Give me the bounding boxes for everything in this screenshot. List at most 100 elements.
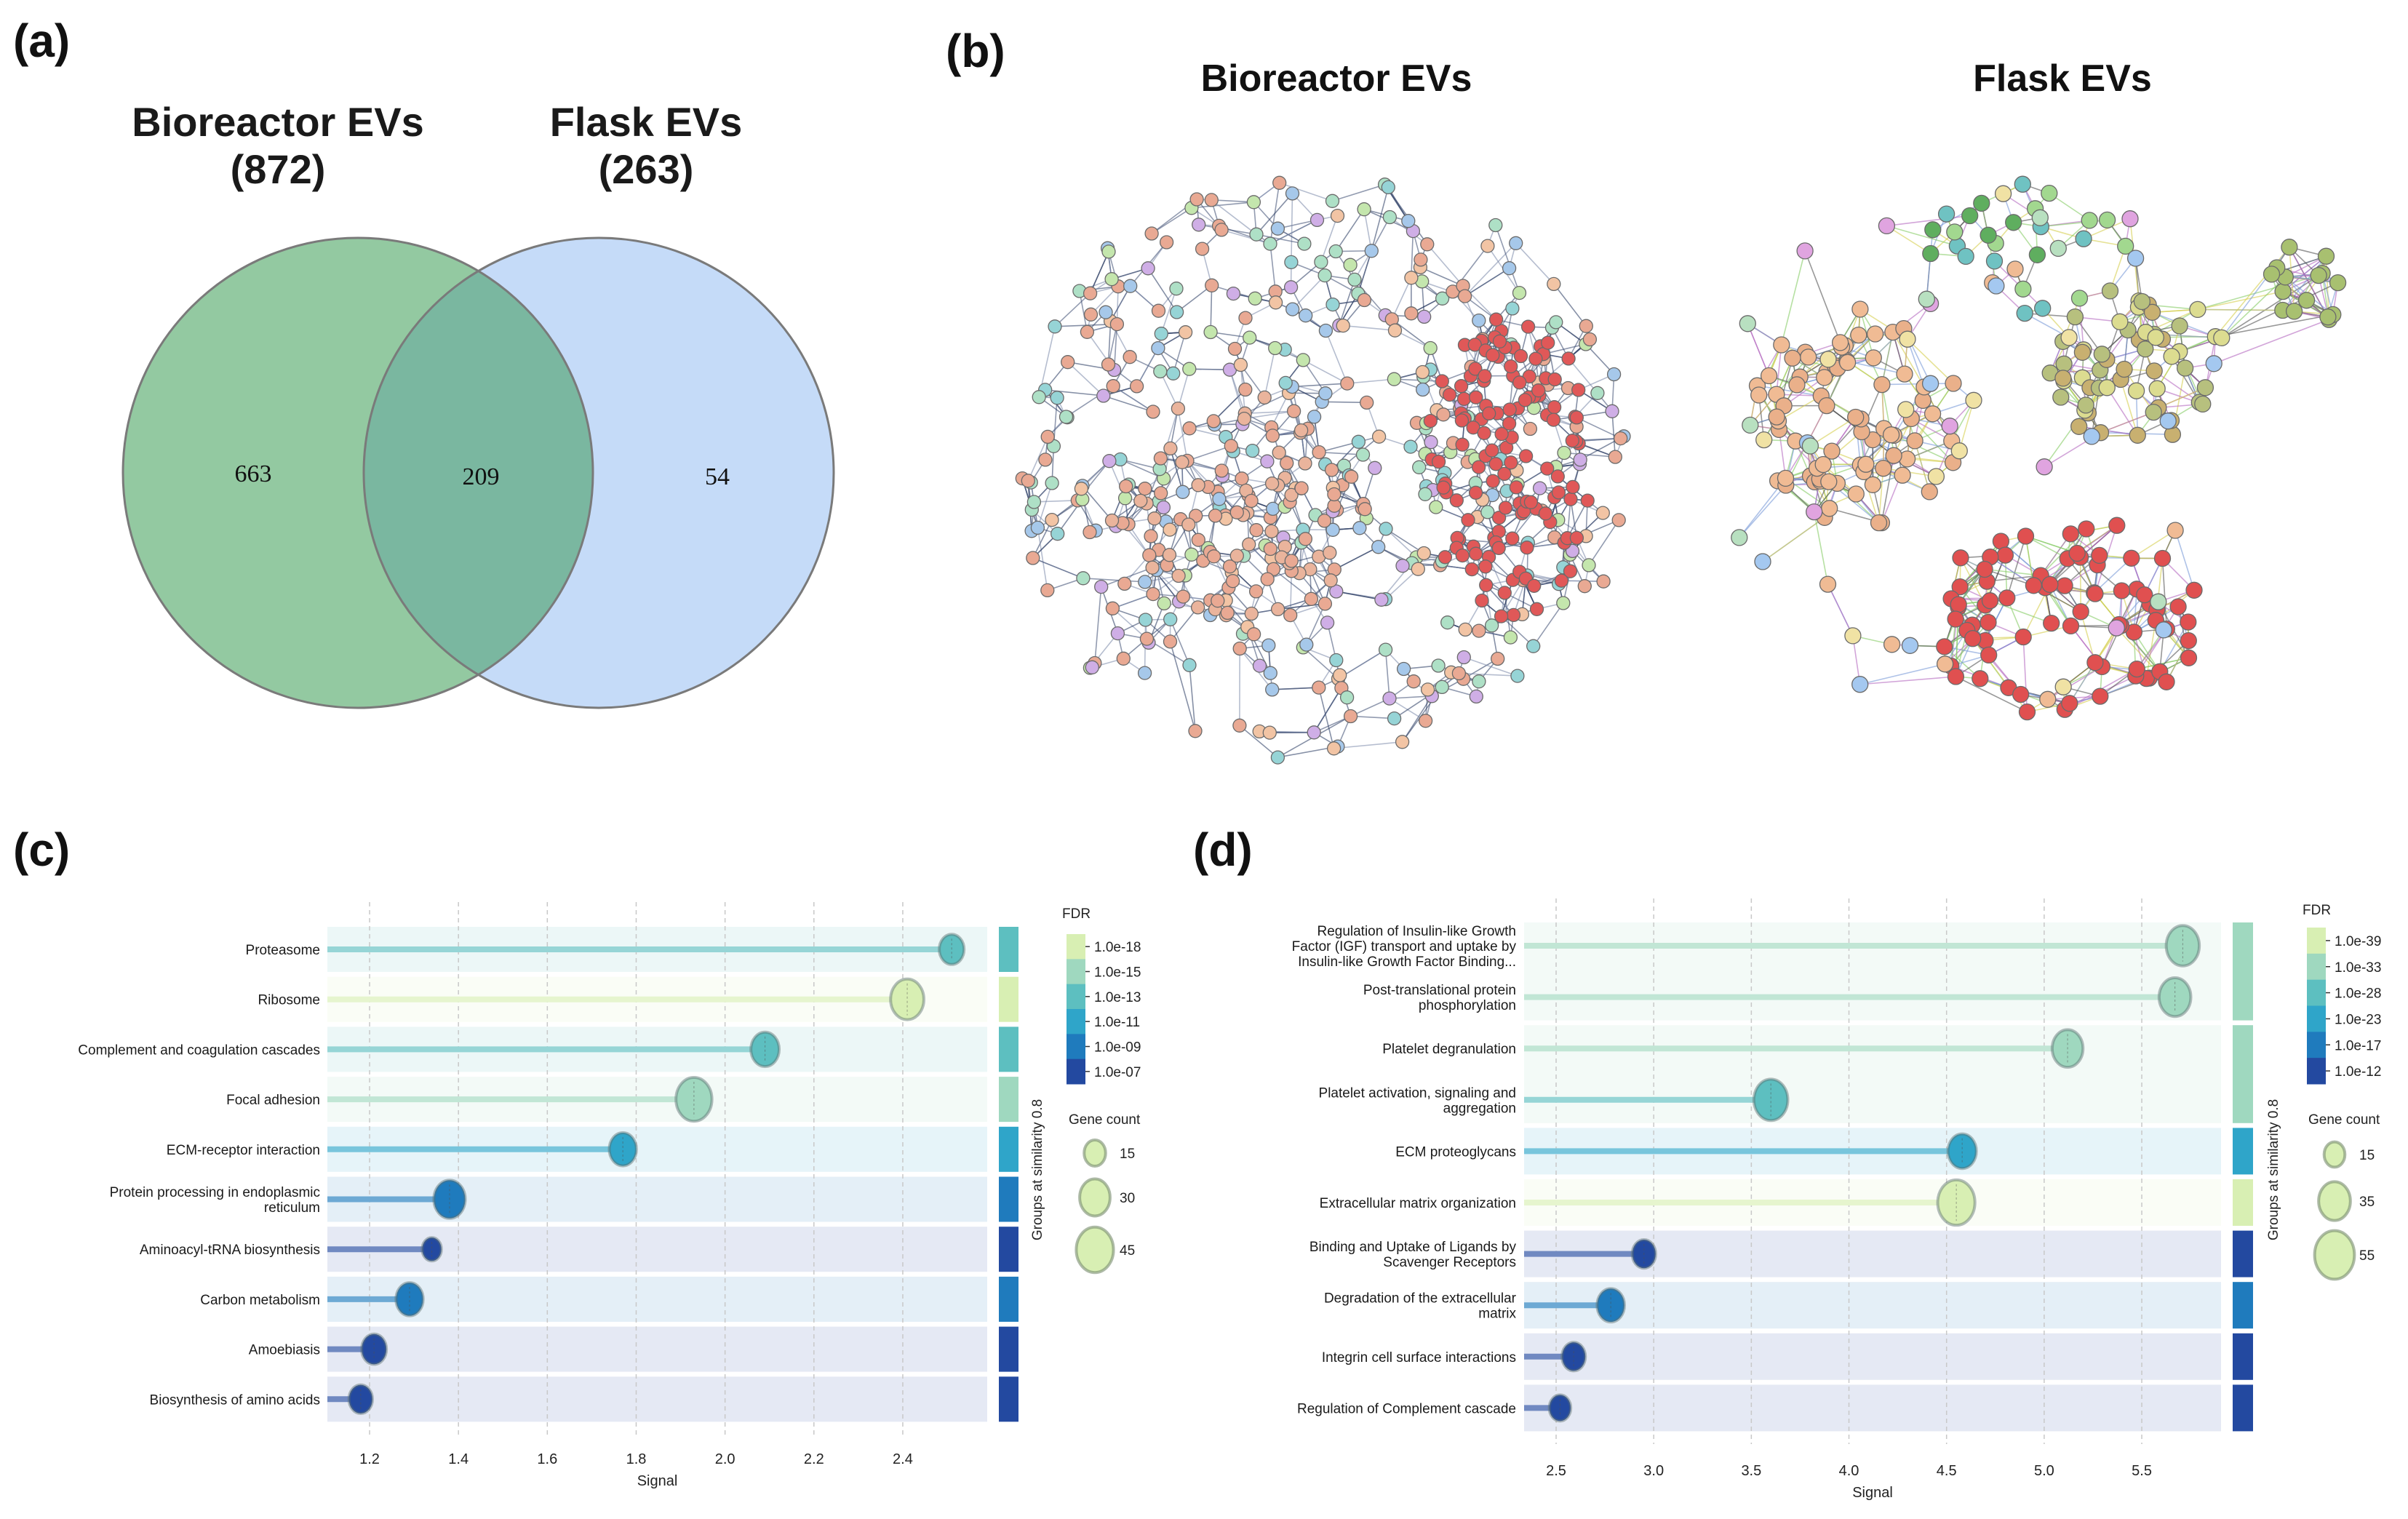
network-edge bbox=[2006, 535, 2027, 599]
fdr-colorbar-segment bbox=[2307, 953, 2326, 981]
network-node bbox=[1418, 487, 1432, 501]
network-node bbox=[2062, 525, 2079, 543]
network-node bbox=[1435, 679, 1449, 695]
network-edge bbox=[1420, 266, 1464, 287]
panel-label-d: (d) bbox=[1193, 824, 1253, 876]
network-node bbox=[1317, 268, 1332, 283]
network-node bbox=[1026, 551, 1040, 565]
network-node bbox=[1488, 312, 1504, 327]
network-node bbox=[1457, 289, 1472, 303]
network-edge bbox=[1501, 615, 1534, 647]
network-node bbox=[1257, 390, 1272, 405]
network-edge bbox=[1757, 385, 1822, 397]
network-node bbox=[1182, 421, 1197, 436]
network-edge bbox=[1269, 244, 1277, 292]
network-node bbox=[1945, 375, 1962, 392]
lollipop-point bbox=[2164, 924, 2201, 968]
network-node bbox=[1513, 348, 1528, 364]
fdr-colorbar-segment bbox=[1067, 934, 1085, 960]
network-node bbox=[1936, 655, 1954, 673]
network-node bbox=[1577, 579, 1592, 594]
network-nodes bbox=[1015, 175, 1631, 765]
network-edge bbox=[1107, 321, 1112, 365]
network-node bbox=[1819, 575, 1837, 593]
network-node bbox=[1265, 428, 1280, 443]
network-node bbox=[2086, 654, 2104, 671]
network-node bbox=[1538, 506, 1553, 521]
network-edge bbox=[1384, 568, 1419, 600]
network-node bbox=[1325, 297, 1340, 312]
network-node bbox=[1343, 709, 1358, 724]
x-axis-label: Signal bbox=[637, 1473, 678, 1489]
network-node bbox=[1563, 492, 1578, 506]
network-node bbox=[1379, 522, 1393, 536]
network-edge bbox=[1037, 482, 1053, 528]
network-node bbox=[2171, 317, 2188, 335]
network-node bbox=[1561, 351, 1576, 366]
network-node bbox=[1606, 367, 1622, 382]
network-edge bbox=[1221, 229, 1271, 244]
gene-count-legend-title: Gene count bbox=[2308, 1112, 2380, 1128]
network-edge bbox=[1566, 500, 1588, 539]
network-node bbox=[1104, 513, 1120, 528]
network-node bbox=[1265, 682, 1280, 697]
group-bar bbox=[999, 1276, 1018, 1322]
network-node bbox=[1454, 413, 1470, 428]
network-node bbox=[1387, 323, 1403, 338]
network-node bbox=[2136, 586, 2153, 604]
network-node bbox=[1431, 455, 1446, 469]
network-edge bbox=[1886, 225, 1958, 247]
gene-count-legend-circle bbox=[2317, 1180, 2352, 1222]
network-node bbox=[2263, 266, 2281, 283]
network-edge bbox=[1279, 182, 1333, 202]
fdr-tick-label: 1.0e-23 bbox=[2335, 1012, 2381, 1027]
network-edge bbox=[1932, 202, 1982, 231]
network-node bbox=[2077, 396, 2094, 414]
network-node bbox=[2081, 212, 2098, 229]
network-edge bbox=[2078, 298, 2084, 350]
group-band bbox=[1524, 1333, 2221, 1380]
group-bar bbox=[2233, 1384, 2253, 1432]
network-node bbox=[1497, 586, 1512, 600]
venn-overlap-count: 209 bbox=[463, 463, 500, 490]
network-node bbox=[1184, 547, 1199, 562]
network-edge bbox=[2213, 319, 2329, 364]
x-tick-label: 2.2 bbox=[804, 1451, 824, 1467]
network-node bbox=[1563, 564, 1578, 578]
group-axis-label: Groups at similarity 0.8 bbox=[2266, 1099, 2281, 1240]
gene-count-legend-label: 45 bbox=[1120, 1243, 1135, 1259]
network-edge bbox=[1780, 250, 1806, 346]
venn-right-title: Flask EVs bbox=[550, 99, 743, 145]
network-node bbox=[2121, 210, 2139, 228]
network-edge bbox=[1169, 618, 1190, 666]
x-tick-label: 2.5 bbox=[1546, 1463, 1566, 1479]
network-node bbox=[1952, 549, 1969, 567]
network-node bbox=[1510, 669, 1525, 683]
network-node bbox=[1985, 252, 2004, 270]
network-node bbox=[1358, 502, 1372, 517]
enrichment-chart-d: 2.5 3.0 3.5 4.0 4.5 5.0 5.5 Signal Regulation of… bbox=[1292, 898, 2381, 1501]
group-bar bbox=[2233, 922, 2253, 1021]
network-edge bbox=[1256, 193, 1293, 235]
network-node bbox=[1142, 548, 1157, 562]
group-band bbox=[327, 1326, 987, 1372]
network-node bbox=[1527, 578, 1542, 593]
gene-count-legend-circle bbox=[2313, 1229, 2356, 1281]
fdr-tick-label: 1.0e-18 bbox=[1094, 940, 1141, 955]
group-bar bbox=[2233, 1230, 2253, 1277]
network-node bbox=[1357, 202, 1371, 217]
network-node bbox=[1469, 546, 1483, 561]
gene-count-legend-circle bbox=[1078, 1177, 1112, 1218]
group-band bbox=[327, 1376, 987, 1422]
network-node bbox=[1865, 349, 1882, 367]
network-node bbox=[1505, 531, 1520, 546]
network-node bbox=[1080, 324, 1095, 339]
venn-only-bioreactor: 663 bbox=[235, 461, 272, 487]
network-node bbox=[1263, 666, 1277, 680]
group-band bbox=[1524, 1025, 2221, 1123]
network-node bbox=[1360, 395, 1374, 410]
network-node bbox=[1320, 615, 1335, 630]
network-node bbox=[1947, 610, 1964, 628]
network-node bbox=[1382, 210, 1398, 225]
network-edge bbox=[1191, 201, 1254, 209]
